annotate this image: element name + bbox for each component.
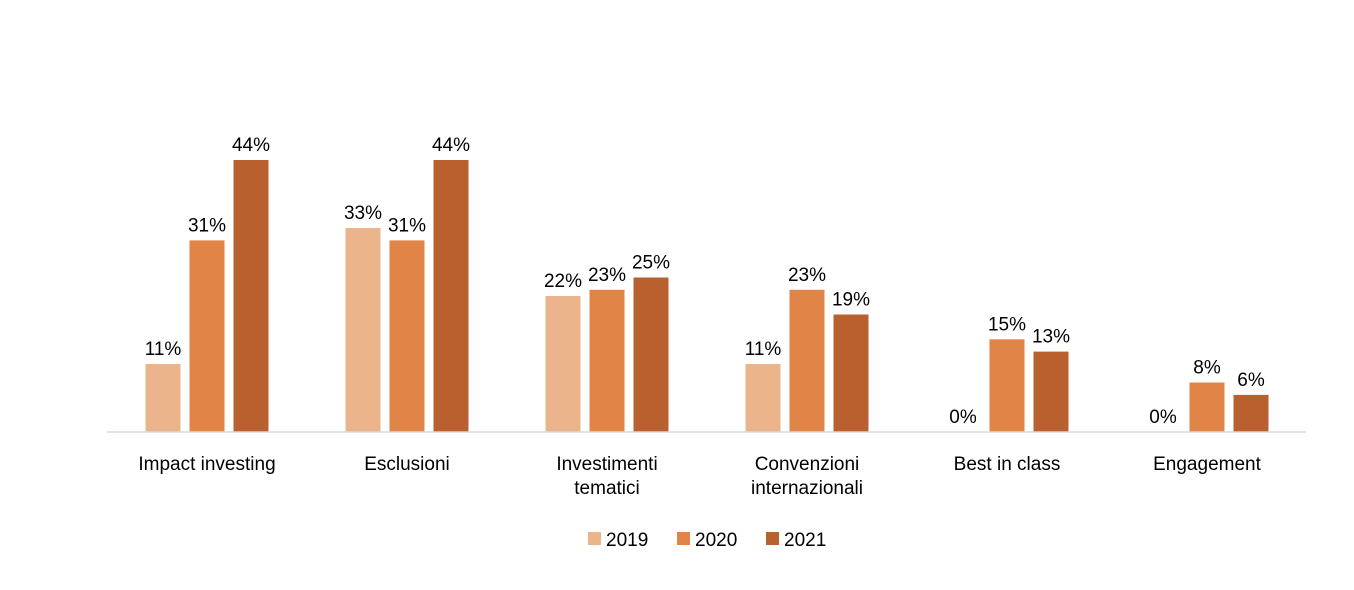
data-label-2020-3: 23% — [788, 265, 826, 286]
category-label-2-1: tematici — [574, 478, 639, 499]
data-label-2020-4: 15% — [988, 314, 1026, 335]
data-label-2020-5: 8% — [1193, 358, 1221, 379]
bar-2021-3 — [833, 314, 869, 432]
bar-2021-4 — [1033, 351, 1069, 432]
data-label-2019-2: 22% — [544, 271, 582, 292]
legend-swatch-2020 — [677, 532, 690, 545]
category-label-0-0: Impact investing — [138, 454, 275, 475]
bar-2020-2 — [589, 289, 625, 432]
bar-2019-3 — [745, 364, 781, 432]
category-label-5-0: Engagement — [1153, 454, 1261, 475]
data-label-2019-5: 0% — [1149, 407, 1177, 428]
bar-2020-5 — [1189, 382, 1225, 432]
category-labels-layer: Impact investing Esclusioni Investimenti te… — [138, 454, 1261, 499]
bar-2021-2 — [633, 277, 669, 432]
bar-2019-0 — [145, 364, 181, 432]
category-label-2-0: Investimenti — [556, 454, 657, 475]
category-label-4-0: Best in class — [954, 454, 1061, 475]
bars-layer — [145, 160, 1269, 432]
data-label-2020-1: 31% — [388, 215, 426, 236]
data-label-2021-1: 44% — [432, 135, 470, 156]
data-label-2019-4: 0% — [949, 407, 977, 428]
legend-swatch-2019 — [588, 532, 601, 545]
bar-2021-5 — [1233, 394, 1269, 432]
bar-2020-3 — [789, 289, 825, 432]
category-label-1-0: Esclusioni — [364, 454, 450, 475]
bar-2019-2 — [545, 296, 581, 432]
data-label-2020-0: 31% — [188, 215, 226, 236]
data-label-2021-4: 13% — [1032, 327, 1070, 348]
bar-2020-1 — [389, 240, 425, 432]
bar-2021-1 — [433, 160, 469, 432]
data-label-2021-0: 44% — [232, 135, 270, 156]
legend-label-2019: 2019 — [606, 530, 648, 551]
data-label-2019-1: 33% — [344, 203, 382, 224]
category-label-3-1: internazionali — [751, 478, 863, 499]
value-labels-layer: 11% 31% 44% 33% 31% 44% 22% 23% 25% 11% 23% 19% 0% 15… — [145, 135, 1265, 428]
bar-2021-0 — [233, 160, 269, 432]
bar-2020-4 — [989, 339, 1025, 432]
legend-label-2020: 2020 — [695, 530, 737, 551]
data-label-2021-2: 25% — [632, 253, 670, 274]
legend-label-2021: 2021 — [784, 530, 826, 551]
data-label-2021-3: 19% — [832, 290, 870, 311]
data-label-2020-2: 23% — [588, 265, 626, 286]
data-label-2019-3: 11% — [745, 339, 782, 360]
data-label-2021-5: 6% — [1237, 370, 1265, 391]
bar-2019-1 — [345, 228, 381, 432]
data-label-2019-0: 11% — [145, 339, 182, 360]
bar-2020-0 — [189, 240, 225, 432]
category-label-3-0: Convenzioni — [755, 454, 860, 475]
legend: 2019 2020 2021 — [588, 530, 826, 551]
legend-swatch-2021 — [766, 532, 779, 545]
